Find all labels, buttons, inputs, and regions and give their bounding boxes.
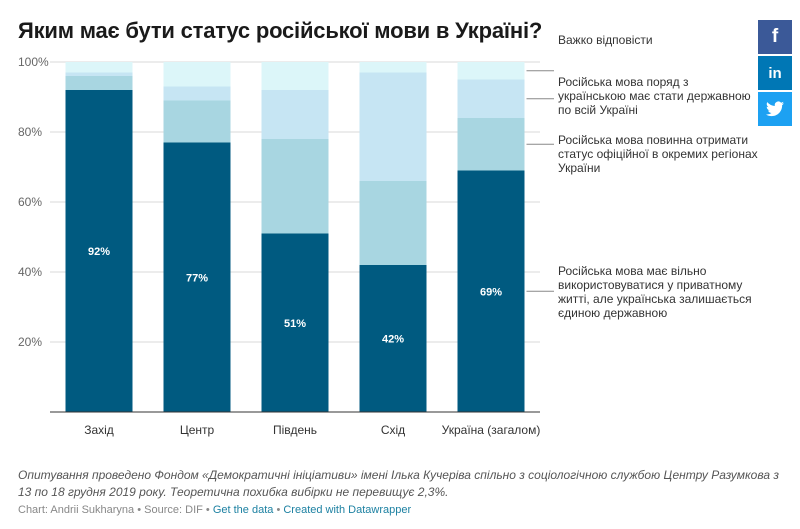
y-tick-label: 20% [18, 335, 42, 349]
y-tick-label: 80% [18, 125, 42, 139]
legend-label: Російська мова має вільно використовуват… [558, 264, 752, 320]
bar-segment [163, 86, 231, 101]
x-tick-label: Південь [273, 423, 317, 437]
bar-segment [261, 62, 329, 90]
stacked-bar-chart: 20% 40% 60% 80% 100% 92% Захід 77% Центр 51% Півде… [18, 55, 554, 437]
y-tick-label: 60% [18, 195, 42, 209]
footer-separator: • [276, 504, 281, 516]
footer-separator: • [137, 504, 142, 516]
get-the-data-link[interactable]: Get the data [212, 504, 274, 516]
twitter-share-icon[interactable]: twitter [758, 92, 792, 126]
bar-segment [457, 79, 525, 118]
created-with-datawrapper-link[interactable]: Created with Datawrapper [283, 504, 412, 516]
y-tick-label: 100% [18, 55, 49, 69]
bar-segment [359, 265, 427, 412]
bar-segment [261, 139, 329, 234]
bar-segment [163, 142, 231, 412]
bar-segment [65, 62, 133, 73]
footer-byline: Chart: Andrii Sukharyna [18, 504, 135, 516]
bar-segment [457, 118, 525, 171]
bar-segment [359, 181, 427, 265]
data-label: 42% [382, 334, 404, 346]
bar-segment [65, 72, 133, 76]
x-tick-label: Захід [84, 423, 114, 437]
footer-source: Source: DIF [144, 504, 203, 516]
x-tick-label: Україна (загалом) [442, 423, 541, 437]
bar-segment [457, 170, 525, 412]
legend-label: Російська мова повинна отримати статус о… [558, 133, 758, 175]
x-tick-label: Центр [180, 423, 215, 437]
x-tick-label: Схід [381, 423, 405, 437]
data-label: 69% [480, 286, 502, 298]
bar-segment [163, 62, 231, 87]
bar-segment [359, 72, 427, 181]
data-label: 92% [88, 246, 110, 258]
data-label: 77% [186, 272, 208, 284]
facebook-share-icon[interactable]: f [758, 20, 792, 54]
linkedin-share-icon[interactable]: in [758, 56, 792, 90]
data-label: 51% [284, 318, 306, 330]
chart-footer: Chart: Andrii Sukharyna • Source: DIF • … [18, 504, 411, 516]
bar-segment [457, 62, 525, 80]
legend-label: Російська мова поряд з українською має с… [558, 75, 751, 117]
bar-segment [261, 90, 329, 139]
twitter-bird-icon [766, 101, 784, 117]
y-tick-label: 40% [18, 265, 42, 279]
survey-note: Опитування проведено Фондом «Демократичн… [18, 468, 779, 499]
bar-segment [65, 76, 133, 90]
bar-segment [65, 90, 133, 412]
bar-segment [163, 100, 231, 143]
bar-segment [261, 233, 329, 412]
footer-separator: • [205, 504, 210, 516]
chart-title: Яким має бути статус російської мови в У… [18, 18, 543, 43]
legend-label: Важко відповісти [558, 33, 653, 47]
bar-segment [359, 62, 427, 73]
